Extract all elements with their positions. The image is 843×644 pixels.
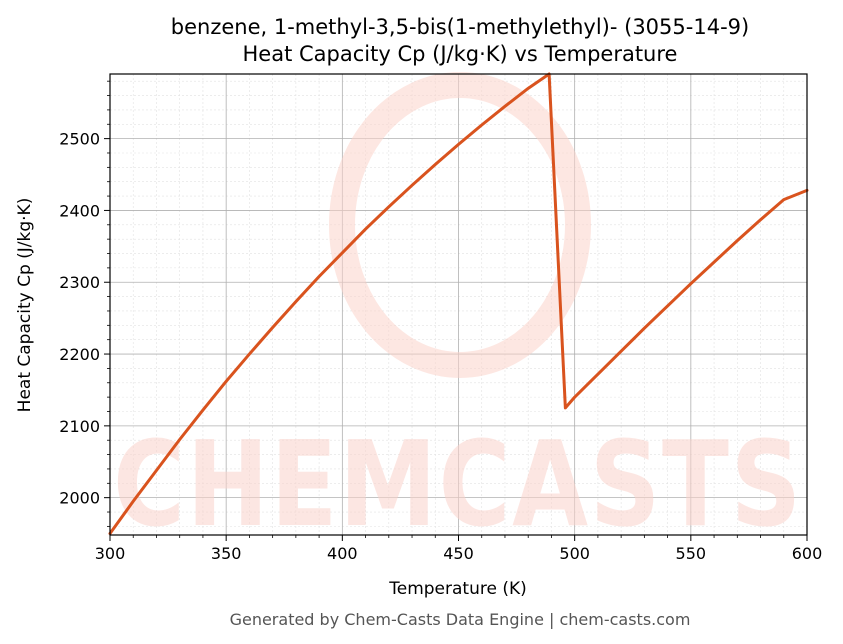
series-line <box>108 72 809 536</box>
x-tick-label: 450 <box>443 544 474 563</box>
y-tick-label: 2300 <box>59 273 100 292</box>
y-tick-label: 2000 <box>59 489 100 508</box>
y-axis-label: Heat Capacity Cp (J/kg·K) <box>15 198 35 413</box>
x-tick-label: 300 <box>95 544 126 563</box>
x-tick-label: 350 <box>211 544 242 563</box>
chart-title-line1: benzene, 1-methyl-3,5-bis(1-methylethyl)… <box>171 15 749 39</box>
x-axis: 300 350 400 450 500 550 600 <box>95 535 823 563</box>
y-tick-label: 2400 <box>59 201 100 220</box>
x-tick-label: 600 <box>792 544 823 563</box>
x-tick-label: 550 <box>676 544 707 563</box>
series-layer <box>108 72 809 536</box>
x-tick-label: 400 <box>327 544 358 563</box>
y-tick-label: 2200 <box>59 345 100 364</box>
watermark: CHEMCASTS <box>113 72 803 553</box>
x-axis-label: Temperature (K) <box>388 579 527 599</box>
plot-area: CHEMCASTS <box>108 72 809 553</box>
watermark-text: CHEMCASTS <box>113 415 803 553</box>
y-axis: 2000 2100 2200 2300 2400 2500 <box>59 80 110 527</box>
y-tick-label: 2500 <box>59 130 100 149</box>
x-tick-label: 500 <box>559 544 590 563</box>
watermark-ring <box>329 72 591 378</box>
chart-title-line2: Heat Capacity Cp (J/kg·K) vs Temperature <box>243 42 678 66</box>
footer-credit: Generated by Chem-Casts Data Engine | ch… <box>230 610 691 629</box>
y-tick-label: 2100 <box>59 417 100 436</box>
